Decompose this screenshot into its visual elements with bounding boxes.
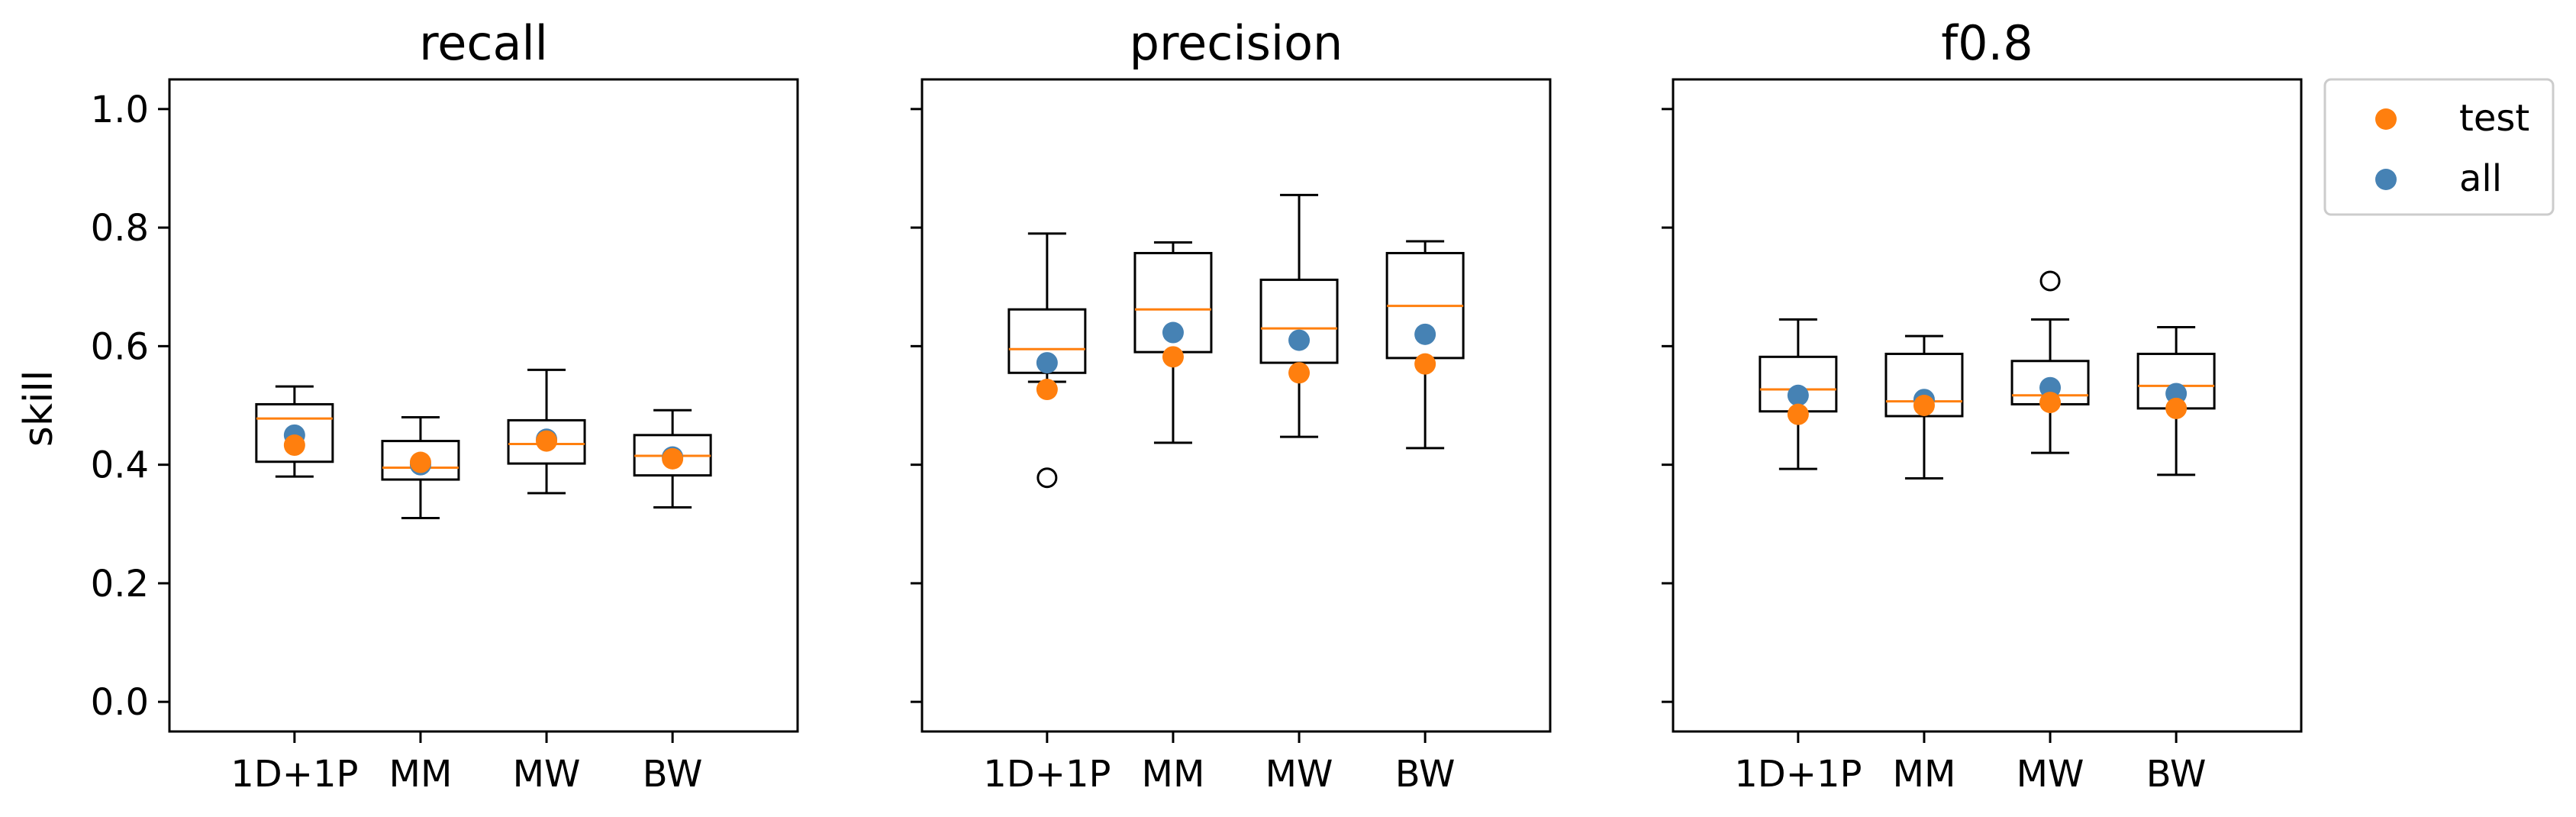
legend-label-test: test xyxy=(2459,97,2529,140)
all-point xyxy=(1162,321,1184,344)
legend-marker-test xyxy=(2375,108,2397,130)
box-BW xyxy=(2136,326,2216,476)
test-point xyxy=(283,434,305,457)
x-tick-label: MM xyxy=(1142,753,1205,796)
y-tick-label: 0.2 xyxy=(91,563,149,605)
y-axis-label: skill xyxy=(16,370,62,447)
panel-recall: recall 0.0 0.2 0.4 0.6 0.8 1.0 1D+1P MM MW BW xyxy=(91,15,799,796)
y-tick-label: 0.0 xyxy=(91,681,149,724)
panel-title: recall xyxy=(419,15,548,71)
test-point xyxy=(1288,362,1311,384)
x-tick-label: MM xyxy=(389,753,453,796)
y-tick-label: 0.4 xyxy=(91,444,149,487)
all-point xyxy=(1787,384,1809,406)
test-point xyxy=(1162,346,1184,368)
test-point xyxy=(409,451,431,473)
test-point xyxy=(662,447,684,470)
box-MM xyxy=(381,416,460,520)
test-point xyxy=(2165,397,2188,419)
flier-point xyxy=(2039,270,2061,292)
x-tick-label: MW xyxy=(2017,753,2084,796)
test-point xyxy=(1913,395,1935,416)
panel-title: f0.8 xyxy=(1941,15,2033,71)
x-tick-label: 1D+1P xyxy=(231,753,358,796)
axes-frame xyxy=(168,78,799,733)
box-iqr xyxy=(381,440,460,481)
x-tick-label: MM xyxy=(1893,753,1956,796)
legend-marker-all xyxy=(2375,169,2397,190)
box-MM xyxy=(1133,241,1213,444)
x-tick-label: BW xyxy=(1395,753,1456,796)
test-point xyxy=(536,430,558,452)
y-tick-label: 0.8 xyxy=(91,207,149,250)
all-point xyxy=(2039,376,2062,399)
all-point xyxy=(2165,383,2188,405)
box-BW xyxy=(633,408,712,509)
axes-frame xyxy=(920,78,1552,733)
panel-title: precision xyxy=(1130,15,1343,71)
x-tick-label: MW xyxy=(1265,753,1333,796)
x-tick-label: BW xyxy=(2146,753,2207,796)
panel-precision: precision 1D+1P MM MW BW xyxy=(911,15,1552,796)
legend: test all xyxy=(2323,78,2555,216)
box-MW xyxy=(2010,270,2090,454)
box-BW xyxy=(1385,240,1465,450)
all-point xyxy=(1414,323,1436,345)
x-tick-label: 1D+1P xyxy=(1734,753,1862,796)
box-MM xyxy=(1884,334,1964,480)
x-tick-label: MW xyxy=(513,753,581,796)
all-point xyxy=(1288,329,1311,351)
box-MW xyxy=(507,368,586,495)
panel-f0.8: f0.8 1D+1P MM MW BW xyxy=(1662,15,2303,796)
box-1D+1P xyxy=(1008,232,1087,489)
axes-frame xyxy=(1672,78,2303,733)
box-1D+1P xyxy=(255,385,334,478)
box-iqr xyxy=(255,402,334,463)
test-point xyxy=(2039,392,2062,414)
y-tick-label: 1.0 xyxy=(91,89,149,131)
legend-label-all: all xyxy=(2459,157,2502,200)
test-point xyxy=(1036,379,1058,401)
x-tick-label: 1D+1P xyxy=(983,753,1111,796)
all-point xyxy=(1036,352,1058,374)
y-tick-label: 0.6 xyxy=(91,325,149,368)
box-iqr xyxy=(507,418,586,465)
box-MW xyxy=(1259,193,1339,438)
box-1D+1P xyxy=(1759,318,1838,470)
flier-point xyxy=(1037,467,1058,489)
x-tick-label: BW xyxy=(643,753,703,796)
test-point xyxy=(1787,403,1809,425)
test-point xyxy=(1414,353,1436,375)
